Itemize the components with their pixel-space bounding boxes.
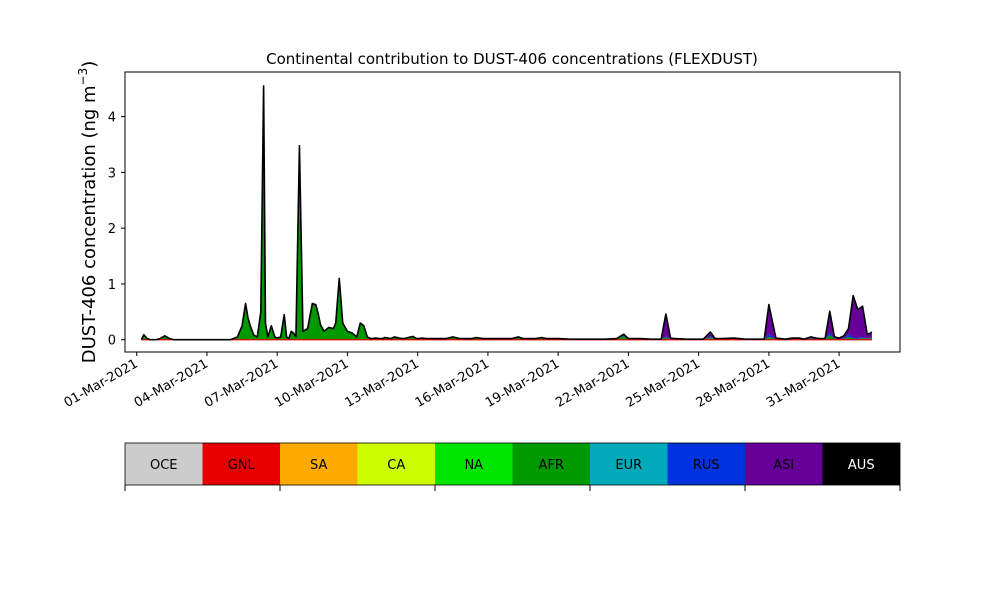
x-tick-label: 01-Mar-2021: [62, 356, 141, 410]
area-rus: [141, 97, 872, 340]
plot-frame: [124, 71, 901, 353]
x-tick-label: 22-Mar-2021: [553, 356, 632, 410]
legend-label-afr: AFR: [539, 458, 564, 473]
x-axis-ticks: 01-Mar-202104-Mar-202107-Mar-202110-Mar-…: [62, 352, 843, 411]
x-tick-label: 19-Mar-2021: [483, 356, 562, 410]
total-outline: [140, 85, 873, 341]
legend-label-gnl: GNL: [228, 458, 256, 473]
legend-swatch-oce: [125, 443, 203, 485]
x-tick-label: 16-Mar-2021: [413, 356, 492, 410]
total-line: [140, 85, 873, 341]
legend-label-rus: RUS: [693, 458, 720, 473]
x-tick-label: 07-Mar-2021: [202, 356, 281, 410]
x-tick-label: 28-Mar-2021: [694, 356, 773, 410]
x-tick-label: 10-Mar-2021: [272, 356, 351, 410]
legend-swatch-sa: [280, 443, 358, 485]
legend-swatch-na: [435, 443, 513, 485]
legend-label-sa: SA: [310, 458, 327, 473]
y-axis-label-superscript: −3: [76, 68, 90, 86]
x-tick-label: 25-Mar-2021: [624, 356, 703, 410]
area-asi: [141, 85, 872, 340]
y-tick-label: 4: [108, 111, 116, 126]
colorbar-legend: OCE GNL SA CA NA AFR EUR RUS ASI AUS: [124, 442, 901, 491]
y-tick-label: 0: [108, 334, 116, 349]
chart-title: Continental contribution to DUST-406 con…: [266, 50, 758, 68]
legend-swatch-afr: [512, 443, 590, 485]
legend-swatch-ca: [357, 443, 435, 485]
legend-swatch-asi: [745, 443, 823, 485]
x-tick-label: 04-Mar-2021: [132, 356, 211, 410]
area-afr: [141, 99, 872, 340]
legend-label-eur: EUR: [615, 458, 642, 473]
legend-swatch-eur: [590, 443, 668, 485]
area-eur: [141, 99, 872, 340]
x-tick-label: 31-Mar-2021: [764, 356, 843, 410]
legend-label-ca: CA: [387, 458, 405, 473]
legend-frame: [124, 442, 901, 486]
y-axis-label-main: DUST-406 concentration (ng m: [79, 85, 100, 363]
legend-label-aus: AUS: [848, 458, 875, 473]
legend-swatch-aus: [822, 443, 900, 485]
legend-swatch-rus: [667, 443, 745, 485]
y-tick-label: 1: [108, 278, 116, 293]
stacked-areas: [141, 85, 872, 340]
x-tick-label: 13-Mar-2021: [343, 356, 422, 410]
legend-label-na: NA: [464, 458, 483, 473]
y-axis-label: DUST-406 concentration (ng m−3): [76, 61, 100, 364]
y-axis-ticks: 0 1 2 3 4: [108, 111, 125, 349]
legend-label-oce: OCE: [150, 458, 178, 473]
y-axis-label-close: ): [79, 61, 100, 68]
y-tick-label: 2: [108, 222, 116, 237]
legend-label-asi: ASI: [773, 458, 794, 473]
y-tick-label: 3: [108, 166, 116, 181]
legend-swatch-gnl: [202, 443, 280, 485]
